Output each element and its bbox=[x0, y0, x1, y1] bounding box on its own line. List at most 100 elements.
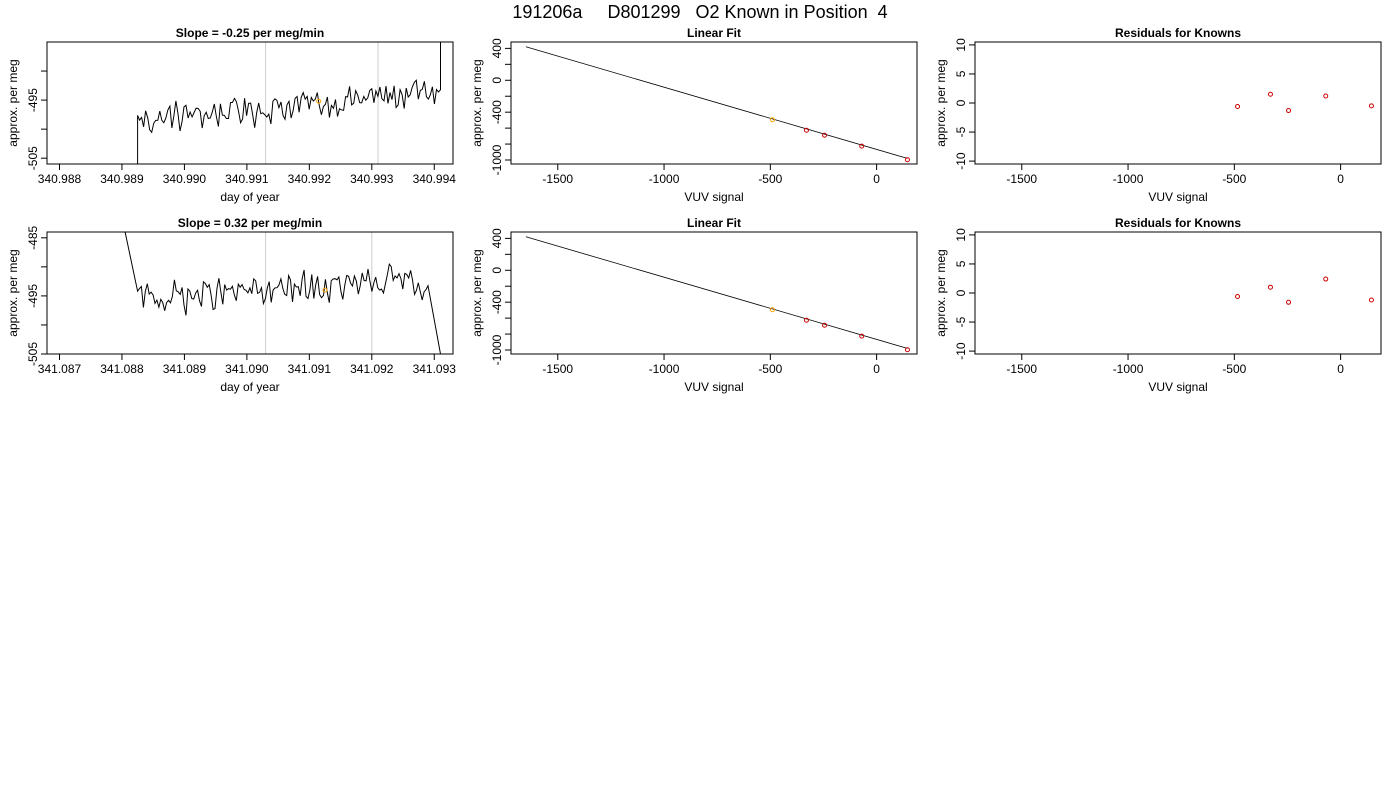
plot-title: Residuals for Knowns bbox=[1115, 216, 1241, 230]
plot-frame bbox=[510, 41, 918, 165]
y-tick-label: -5 bbox=[954, 126, 968, 137]
x-tick-label: 341.093 bbox=[413, 362, 457, 376]
y-tick-label: -505 bbox=[26, 146, 40, 170]
y-tick-label: 5 bbox=[954, 260, 968, 267]
y-tick-label: -1000 bbox=[490, 144, 504, 175]
linear-fit-plot-2: Linear Fit VUV signal approx. per meg -1500… bbox=[470, 216, 918, 394]
data-point bbox=[769, 117, 775, 123]
y-tick-label: -495 bbox=[26, 284, 40, 308]
plot-title: Slope = 0.32 per meg/min bbox=[178, 216, 322, 230]
y-tick-label: -400 bbox=[490, 290, 504, 314]
y-axis-label: approx. per meg bbox=[6, 59, 20, 146]
data-point bbox=[1235, 293, 1241, 299]
x-axis-label: VUV signal bbox=[1148, 380, 1207, 394]
plot-area bbox=[1235, 91, 1374, 114]
data-point bbox=[769, 307, 775, 313]
x-tick-label: -500 bbox=[758, 172, 782, 186]
y-tick-label: 0 bbox=[954, 289, 968, 296]
x-tick-label: 341.089 bbox=[163, 362, 207, 376]
plot-title: Residuals for Knowns bbox=[1115, 26, 1241, 40]
y-tick-label: -485 bbox=[26, 225, 40, 249]
plot-title: Slope = -0.25 per meg/min bbox=[176, 26, 324, 40]
y-axis-label: approx. per meg bbox=[6, 249, 20, 336]
x-axis-label: day of year bbox=[220, 380, 279, 394]
y-tick-label: 10 bbox=[954, 228, 968, 242]
x-tick-label: 341.087 bbox=[38, 362, 82, 376]
current-point-marker bbox=[322, 287, 328, 293]
x-tick-label: 341.088 bbox=[100, 362, 144, 376]
plot-title: Linear Fit bbox=[687, 26, 741, 40]
data-point bbox=[1286, 299, 1292, 305]
data-point bbox=[904, 347, 910, 353]
x-tick-label: 0 bbox=[873, 172, 880, 186]
plot-area bbox=[525, 236, 910, 353]
data-point bbox=[1286, 108, 1292, 114]
y-tick-label: 400 bbox=[490, 38, 504, 58]
plot-area bbox=[124, 232, 441, 354]
x-tick-label: -1000 bbox=[649, 172, 680, 186]
data-point bbox=[803, 317, 809, 323]
fit-line bbox=[525, 46, 908, 159]
plot-title: Linear Fit bbox=[687, 216, 741, 230]
x-tick-label: 340.989 bbox=[100, 172, 144, 186]
x-tick-label: -500 bbox=[758, 362, 782, 376]
time-series-plot-1: Slope = -0.25 per meg/min day of year appr… bbox=[6, 26, 456, 204]
x-tick-label: -1500 bbox=[542, 362, 573, 376]
x-tick-label: 340.988 bbox=[38, 172, 82, 186]
y-tick-label: -10 bbox=[954, 342, 968, 360]
plot-frame bbox=[46, 41, 454, 165]
data-point bbox=[803, 127, 809, 133]
x-tick-label: 0 bbox=[1337, 362, 1344, 376]
x-tick-label: -1500 bbox=[1006, 362, 1037, 376]
x-tick-label: 340.994 bbox=[413, 172, 457, 186]
data-point bbox=[1323, 276, 1329, 282]
y-axis-label: approx. per meg bbox=[470, 59, 484, 146]
x-axis-label: day of year bbox=[220, 190, 279, 204]
x-tick-label: 0 bbox=[1337, 172, 1344, 186]
y-tick-label: -10 bbox=[954, 152, 968, 170]
y-tick-label: 5 bbox=[954, 70, 968, 77]
plot-area bbox=[525, 46, 910, 163]
fit-line bbox=[525, 236, 908, 349]
data-point bbox=[1235, 103, 1241, 109]
data-point bbox=[822, 132, 828, 138]
y-tick-label: 0 bbox=[490, 267, 504, 274]
data-point bbox=[1323, 93, 1329, 99]
plot-frame bbox=[510, 231, 918, 355]
x-axis-label: VUV signal bbox=[684, 380, 743, 394]
data-point bbox=[1368, 103, 1374, 109]
plot-frame bbox=[974, 231, 1382, 355]
data-point bbox=[1267, 91, 1273, 97]
y-tick-label: -1000 bbox=[490, 334, 504, 365]
data-point bbox=[1368, 297, 1374, 303]
x-tick-label: -1500 bbox=[1006, 172, 1037, 186]
page-title: 191206a D801299 O2 Known in Position 4 bbox=[512, 2, 888, 22]
y-axis-label: approx. per meg bbox=[470, 249, 484, 336]
x-tick-label: 340.991 bbox=[225, 172, 269, 186]
data-point bbox=[859, 143, 865, 149]
data-point bbox=[859, 333, 865, 339]
data-point bbox=[822, 322, 828, 328]
series-line bbox=[124, 232, 441, 354]
plot-area bbox=[1235, 276, 1374, 305]
residuals-plot-2: Residuals for Knowns VUV signal approx. pe… bbox=[934, 216, 1382, 394]
data-point bbox=[1267, 284, 1273, 290]
x-tick-label: 340.992 bbox=[288, 172, 332, 186]
linear-fit-plot-1: Linear Fit VUV signal approx. per meg -1500… bbox=[470, 26, 918, 204]
y-axis-label: approx. per meg bbox=[934, 249, 948, 336]
y-tick-label: -400 bbox=[490, 100, 504, 124]
x-tick-label: -1000 bbox=[1113, 362, 1144, 376]
x-axis-label: VUV signal bbox=[684, 190, 743, 204]
x-tick-label: 340.990 bbox=[163, 172, 207, 186]
y-tick-label: 0 bbox=[954, 99, 968, 106]
plot-area bbox=[137, 42, 441, 164]
y-tick-label: 10 bbox=[954, 38, 968, 52]
residuals-plot-1: Residuals for Knowns VUV signal approx. pe… bbox=[934, 26, 1382, 204]
x-tick-label: 341.091 bbox=[288, 362, 332, 376]
y-tick-label: 0 bbox=[490, 77, 504, 84]
x-tick-label: -500 bbox=[1222, 362, 1246, 376]
x-tick-label: 340.993 bbox=[350, 172, 394, 186]
time-series-plot-2: Slope = 0.32 per meg/min day of year appro… bbox=[6, 216, 456, 394]
x-tick-label: -1000 bbox=[1113, 172, 1144, 186]
